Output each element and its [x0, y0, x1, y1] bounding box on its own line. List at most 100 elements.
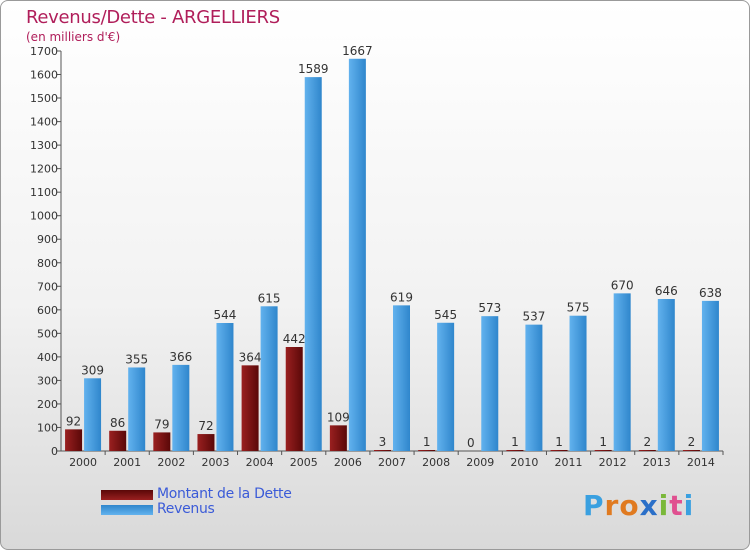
bar-revenue [84, 378, 102, 451]
bar-revenue [481, 316, 499, 451]
chart-title: Revenus/Dette - ARGELLIERS [26, 7, 280, 28]
x-tick-label: 2003 [201, 456, 229, 469]
y-tick-label: 1700 [30, 45, 58, 58]
x-tick-label: 2008 [422, 456, 450, 469]
bar-debt [65, 429, 83, 451]
bar-debt [241, 365, 259, 451]
legend-swatch-debt [101, 490, 153, 500]
y-tick-label: 400 [37, 351, 58, 364]
x-tick-label: 2009 [466, 456, 494, 469]
x-tick-label: 2012 [599, 456, 627, 469]
data-label-revenue: 1589 [298, 62, 329, 76]
bar-debt [285, 347, 303, 451]
data-label-debt: 92 [66, 414, 81, 428]
logo-letter: i [683, 489, 695, 522]
y-tick-label: 1200 [30, 163, 58, 176]
bar-debt [418, 450, 436, 451]
x-tick-label: 2000 [69, 456, 97, 469]
data-label-debt: 1 [511, 435, 519, 449]
y-tick-label: 500 [37, 327, 58, 340]
data-label-debt: 72 [198, 419, 213, 433]
x-tick-label: 2007 [378, 456, 406, 469]
x-tick-label: 2004 [246, 456, 274, 469]
legend-label-debt: Montant de la Dette [157, 486, 292, 502]
bar-revenue [569, 315, 587, 451]
data-label-revenue: 646 [655, 284, 678, 298]
bar-revenue [172, 364, 190, 451]
labels-layer: 92 309 86 355 79 366 72 544 364 615 442 1589 109 1667… [66, 44, 722, 450]
bar-debt [197, 434, 215, 451]
proxiti-logo: Proxiti [583, 489, 694, 522]
bar-revenue [657, 299, 675, 451]
data-label-revenue: 615 [258, 291, 281, 305]
data-label-revenue: 575 [567, 301, 590, 315]
data-label-revenue: 638 [699, 286, 722, 300]
bars-layer [65, 58, 719, 451]
y-tick-label: 200 [37, 398, 58, 411]
data-label-revenue: 309 [81, 363, 104, 377]
bar-revenue [613, 293, 631, 451]
y-tick-label: 1600 [30, 69, 58, 82]
x-tick-label: 2001 [113, 456, 141, 469]
chart-subtitle: (en milliers d'€) [26, 30, 121, 44]
logo-letter: o [619, 489, 640, 522]
bar-revenue [393, 305, 410, 451]
bar-revenue [304, 77, 322, 451]
data-label-debt: 1 [599, 435, 607, 449]
data-label-debt: 3 [379, 435, 387, 449]
x-tick-label: 2010 [510, 456, 538, 469]
bar-debt [594, 450, 612, 451]
bar-revenue [260, 306, 278, 451]
logo-letter: P [583, 489, 605, 522]
y-tick-label: 700 [37, 280, 58, 293]
bar-revenue [128, 367, 146, 451]
y-tick-label: 800 [37, 257, 58, 270]
x-tick-label: 2013 [643, 456, 671, 469]
data-label-revenue: 537 [522, 310, 545, 324]
bar-revenue [701, 300, 719, 451]
bar-debt [682, 450, 700, 451]
bar-debt [638, 450, 656, 451]
bar-revenue [216, 323, 234, 451]
y-tick-label: 300 [37, 374, 58, 387]
y-tick-label: 1300 [30, 139, 58, 152]
bar-revenue [437, 322, 455, 451]
data-label-debt: 86 [110, 416, 125, 430]
data-label-revenue: 619 [390, 290, 413, 304]
data-label-revenue: 366 [169, 350, 192, 364]
y-tick-label: 1400 [30, 116, 58, 129]
logo-letter: i [658, 489, 670, 522]
data-label-debt: 442 [283, 332, 306, 346]
data-label-debt: 2 [643, 435, 651, 449]
data-label-revenue: 573 [478, 301, 501, 315]
legend-label-revenue: Revenus [157, 501, 215, 517]
data-label-revenue: 355 [125, 352, 148, 366]
x-tick-label: 2002 [157, 456, 185, 469]
axis-layer: 0100200300400500600700800900100011001200… [30, 45, 724, 469]
data-label-debt: 2 [688, 435, 696, 449]
legend-swatch-revenue [101, 505, 153, 515]
bar-debt [153, 432, 171, 451]
logo-letter: t [669, 489, 684, 522]
bar-debt [506, 450, 524, 451]
bar-revenue [525, 324, 543, 451]
data-label-debt: 1 [423, 435, 431, 449]
bar-revenue [348, 58, 366, 451]
data-label-revenue: 544 [214, 308, 237, 322]
x-tick-label: 2006 [334, 456, 362, 469]
y-tick-label: 900 [37, 233, 58, 246]
data-label-revenue: 545 [434, 308, 457, 322]
y-tick-label: 0 [51, 445, 58, 458]
bar-debt [329, 425, 347, 451]
x-tick-label: 2005 [290, 456, 318, 469]
data-label-revenue: 1667 [342, 44, 373, 58]
data-label-debt: 1 [555, 435, 563, 449]
y-tick-label: 100 [37, 421, 58, 434]
data-label-debt: 79 [154, 417, 169, 431]
logo-letter: r [604, 489, 620, 522]
data-label-debt: 364 [239, 350, 262, 364]
y-tick-label: 1100 [30, 186, 58, 199]
bar-debt [550, 450, 568, 451]
